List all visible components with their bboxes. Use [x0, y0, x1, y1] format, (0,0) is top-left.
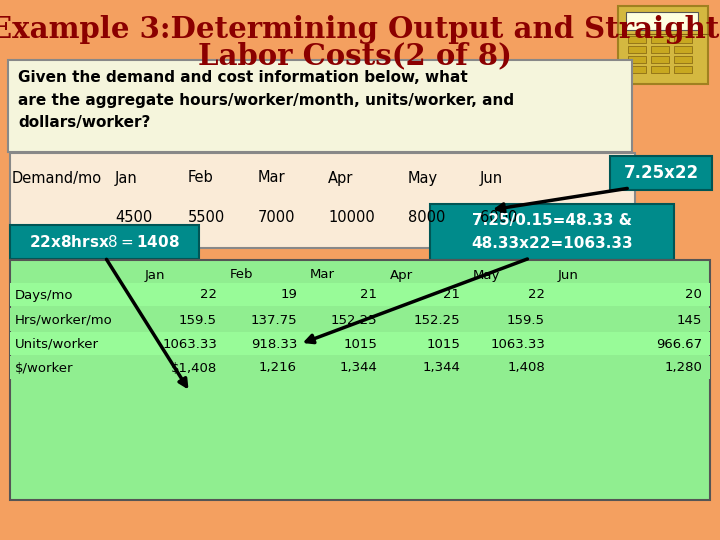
Text: Jun: Jun — [480, 171, 503, 186]
FancyBboxPatch shape — [628, 56, 646, 63]
FancyBboxPatch shape — [651, 66, 669, 73]
Text: 152.25: 152.25 — [413, 314, 460, 327]
FancyBboxPatch shape — [10, 153, 635, 248]
Text: 7.25/0.15=48.33 &
48.33x22=1063.33: 7.25/0.15=48.33 & 48.33x22=1063.33 — [471, 213, 633, 251]
Text: 145: 145 — [677, 314, 702, 327]
Text: 5500: 5500 — [188, 210, 225, 225]
Text: Jan: Jan — [145, 268, 166, 281]
FancyBboxPatch shape — [628, 66, 646, 73]
Text: Units/worker: Units/worker — [15, 338, 99, 350]
FancyBboxPatch shape — [674, 36, 692, 43]
Text: Mar: Mar — [258, 171, 286, 186]
Text: dollars/worker?: dollars/worker? — [18, 114, 150, 130]
Text: 1,408: 1,408 — [508, 361, 545, 375]
Text: $1,408: $1,408 — [171, 361, 217, 375]
Text: Jan: Jan — [115, 171, 138, 186]
Text: Jun: Jun — [558, 268, 579, 281]
Text: 19: 19 — [280, 288, 297, 301]
FancyBboxPatch shape — [8, 60, 632, 152]
Text: 22: 22 — [200, 288, 217, 301]
Text: Apr: Apr — [390, 268, 413, 281]
FancyBboxPatch shape — [610, 156, 712, 190]
Text: 1015: 1015 — [343, 338, 377, 350]
Text: May: May — [408, 171, 438, 186]
FancyBboxPatch shape — [651, 56, 669, 63]
Text: 1,280: 1,280 — [664, 361, 702, 375]
Text: 8000: 8000 — [408, 210, 446, 225]
Text: 6000: 6000 — [480, 210, 518, 225]
FancyBboxPatch shape — [10, 225, 199, 259]
Text: Feb: Feb — [230, 268, 253, 281]
FancyBboxPatch shape — [651, 46, 669, 53]
Text: Mar: Mar — [310, 268, 335, 281]
Text: 159.5: 159.5 — [507, 314, 545, 327]
Text: 7000: 7000 — [258, 210, 295, 225]
Text: 1,216: 1,216 — [259, 361, 297, 375]
Text: 21: 21 — [443, 288, 460, 301]
FancyBboxPatch shape — [674, 46, 692, 53]
Text: Labor Costs(2 of 8): Labor Costs(2 of 8) — [198, 42, 512, 71]
Text: 152.25: 152.25 — [330, 314, 377, 327]
Text: Demand/mo: Demand/mo — [12, 171, 102, 186]
Text: 20: 20 — [685, 288, 702, 301]
Text: Apr: Apr — [328, 171, 354, 186]
Text: 159.5: 159.5 — [179, 314, 217, 327]
Text: 1015: 1015 — [426, 338, 460, 350]
Text: 10000: 10000 — [328, 210, 374, 225]
Text: Example 3:Determining Output and Straight: Example 3:Determining Output and Straigh… — [0, 16, 720, 44]
FancyBboxPatch shape — [10, 283, 710, 306]
Text: May: May — [473, 268, 500, 281]
Text: 1,344: 1,344 — [339, 361, 377, 375]
Text: $/worker: $/worker — [15, 361, 73, 375]
Text: 1063.33: 1063.33 — [162, 338, 217, 350]
Text: Feb: Feb — [188, 171, 214, 186]
Text: 1063.33: 1063.33 — [490, 338, 545, 350]
FancyBboxPatch shape — [618, 6, 708, 84]
FancyBboxPatch shape — [674, 66, 692, 73]
Text: 137.75: 137.75 — [251, 314, 297, 327]
Text: 22x8hrsx$8=$1408: 22x8hrsx$8=$1408 — [29, 234, 180, 250]
Text: Hrs/worker/mo: Hrs/worker/mo — [15, 314, 113, 327]
FancyBboxPatch shape — [10, 356, 710, 379]
Text: 4500: 4500 — [115, 210, 152, 225]
FancyBboxPatch shape — [10, 332, 710, 355]
Text: 966.67: 966.67 — [656, 338, 702, 350]
FancyBboxPatch shape — [626, 12, 698, 30]
FancyBboxPatch shape — [10, 260, 710, 500]
FancyBboxPatch shape — [651, 36, 669, 43]
FancyBboxPatch shape — [628, 36, 646, 43]
Text: Given the demand and cost information below, what: Given the demand and cost information be… — [18, 71, 468, 85]
Text: Days/mo: Days/mo — [15, 288, 73, 301]
FancyBboxPatch shape — [674, 56, 692, 63]
Text: 7.25x22: 7.25x22 — [624, 164, 698, 182]
FancyBboxPatch shape — [628, 46, 646, 53]
Text: 1,344: 1,344 — [422, 361, 460, 375]
Text: 918.33: 918.33 — [251, 338, 297, 350]
FancyBboxPatch shape — [10, 308, 710, 331]
Text: are the aggregate hours/worker/month, units/worker, and: are the aggregate hours/worker/month, un… — [18, 92, 514, 107]
Text: 22: 22 — [528, 288, 545, 301]
FancyBboxPatch shape — [430, 204, 674, 260]
Text: 21: 21 — [360, 288, 377, 301]
